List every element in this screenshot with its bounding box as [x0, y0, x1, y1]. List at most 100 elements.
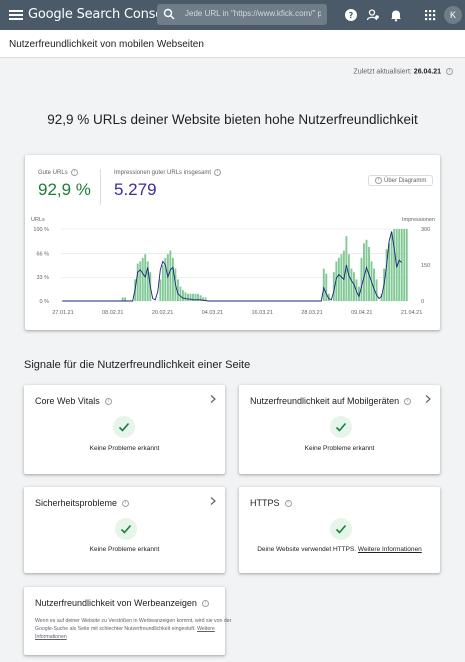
chart-x-tick-label: 16.03.21: [251, 310, 272, 316]
chart-bar: [204, 297, 207, 301]
chart-bar: [322, 268, 325, 301]
url-inspection-search[interactable]: Jede URL in "https://www.kfick.com/" p: [157, 4, 327, 25]
chart-bar: [202, 297, 205, 301]
impressions-value: 5.279: [114, 180, 157, 199]
page-title: Nutzerfreundlichkeit von mobilen Webseit…: [9, 39, 204, 50]
signal-card-title: Nutzerfreundlichkeit von Werbeanzeigen i: [35, 598, 209, 608]
chart-bar: [405, 229, 408, 301]
signal-card-ad-experience: Nutzerfreundlichkeit von Werbeanzeigen i …: [24, 587, 231, 655]
chart-bar: [388, 243, 391, 301]
chart-right-tick-label: 0: [421, 299, 424, 305]
app-title[interactable]: Google Search Console: [28, 7, 175, 22]
good-urls-stat-label: Gute URLs i: [38, 169, 78, 176]
chart-bar: [189, 293, 192, 301]
chart-bar: [199, 295, 202, 301]
info-icon[interactable]: i: [446, 68, 453, 75]
check-icon: [115, 518, 137, 540]
chart-x-tick-label: 08.02.21: [102, 310, 123, 316]
chart-x-tick-label: 09.04.21: [351, 310, 372, 316]
chevron-right-icon[interactable]: [210, 395, 216, 403]
chart-bar: [169, 250, 172, 301]
search-input[interactable]: Jede URL in "https://www.kfick.com/" p: [185, 9, 321, 18]
check-icon: [330, 518, 352, 540]
learn-more-link[interactable]: Weitere Informationen: [35, 626, 215, 640]
chart-left-tick-label: 33 %: [36, 275, 49, 281]
signals-section-title: Signale für die Nutzerfreundlichkeit ein…: [24, 359, 251, 371]
chart-bar: [360, 257, 363, 301]
chart-bar: [159, 279, 162, 301]
apps-icon[interactable]: [423, 8, 437, 22]
chart-bar: [327, 293, 330, 301]
chevron-right-icon[interactable]: [210, 497, 216, 505]
chart-x-tick-label: 28.03.21: [301, 310, 322, 316]
chart-left-axis-title: URLs: [31, 217, 45, 223]
info-icon[interactable]: i: [201, 600, 209, 608]
chart-bar: [403, 229, 406, 301]
chart-bar: [332, 272, 335, 301]
info-icon[interactable]: i: [284, 500, 292, 508]
ad-experience-description: Wenn es auf deiner Website zu Verstößen …: [35, 618, 232, 640]
chart-bar: [398, 229, 401, 301]
chart-bar: [325, 273, 328, 301]
signal-card-message: Deine Website verwendet HTTPS. Weitere I…: [257, 546, 422, 553]
notifications-icon[interactable]: [389, 8, 403, 22]
chart-bar: [192, 293, 194, 301]
impressions-stat-label: Impressionen guter URLs insgesamt i: [114, 169, 222, 176]
summary-headline: 92,9 % URLs deiner Website bieten hohe N…: [47, 112, 418, 127]
chart-bar: [139, 261, 142, 301]
last-updated: Zuletzt aktualisiert: 26.04.21 i: [353, 68, 453, 75]
info-icon[interactable]: i: [122, 500, 130, 508]
info-icon[interactable]: i: [404, 398, 412, 406]
signal-card-https[interactable]: HTTPS i Deine Website verwendet HTTPS. We…: [239, 487, 440, 573]
menu-icon[interactable]: [9, 8, 23, 22]
chart-x-tick-label: 20.02.21: [152, 310, 173, 316]
info-icon[interactable]: i: [214, 169, 222, 176]
chart-bar: [197, 293, 199, 301]
learn-more-link[interactable]: Weitere Informationen: [357, 546, 422, 553]
search-icon: [163, 8, 175, 20]
info-icon[interactable]: i: [104, 398, 112, 406]
chart-bar: [176, 279, 179, 301]
signal-card-core-web-vitals[interactable]: Core Web Vitals i Keine Probleme erkannt: [24, 385, 225, 474]
signal-card-title: Core Web Vitals i: [35, 396, 112, 406]
chart-bar: [335, 261, 338, 301]
chart-bar: [337, 257, 340, 301]
signal-card-title: Nutzerfreundlichkeit auf Mobilgeräten i: [250, 396, 412, 406]
chart-bar: [194, 293, 197, 301]
chart-bar: [171, 257, 174, 301]
manage-users-icon[interactable]: [366, 8, 380, 22]
page-header: Nutzerfreundlichkeit von mobilen Webseit…: [0, 30, 465, 58]
chart-bar: [350, 268, 353, 301]
chart-right-tick-label: 150: [421, 263, 430, 269]
signal-card-message: Keine Probleme erkannt: [89, 546, 160, 553]
chart-bar: [373, 268, 376, 301]
chart-bar: [390, 232, 393, 301]
check-icon: [113, 416, 135, 438]
chart-right-tick-label: 300: [421, 227, 430, 233]
chart-bar: [375, 279, 378, 301]
chart-bar: [187, 293, 189, 301]
chart-bar: [347, 254, 350, 301]
signal-card-security-issues[interactable]: Sicherheitsprobleme i Keine Probleme erka…: [24, 487, 225, 573]
chart-x-tick-label: 04.03.21: [202, 310, 223, 316]
about-chart-button[interactable]: i Über Diagramm: [368, 175, 434, 186]
chart-bar: [345, 236, 348, 301]
chart-bar: [182, 290, 184, 301]
chart-left-tick-label: 100 %: [33, 227, 49, 233]
stat-divider: [100, 169, 101, 205]
signal-card-title: Sicherheitsprobleme i: [35, 498, 130, 508]
chart-left-tick-label: 0 %: [40, 299, 50, 305]
info-icon[interactable]: i: [70, 169, 78, 176]
account-avatar[interactable]: K: [444, 6, 462, 24]
chevron-right-icon[interactable]: [425, 395, 431, 403]
chart-right-axis-title: Impressionen: [402, 217, 435, 223]
chart-bar: [136, 263, 139, 301]
summary-chart-card: Gute URLs i 92,9 % Impressionen guter URL…: [25, 155, 440, 330]
chart-bar: [358, 286, 360, 301]
help-icon[interactable]: ?: [344, 8, 358, 22]
chart-bar: [124, 297, 127, 301]
chart-bar: [141, 257, 144, 301]
signal-card-mobile-usability[interactable]: Nutzerfreundlichkeit auf Mobilgeräten i K…: [239, 385, 440, 474]
chart-bar: [121, 297, 124, 301]
chart-bar: [146, 261, 149, 301]
